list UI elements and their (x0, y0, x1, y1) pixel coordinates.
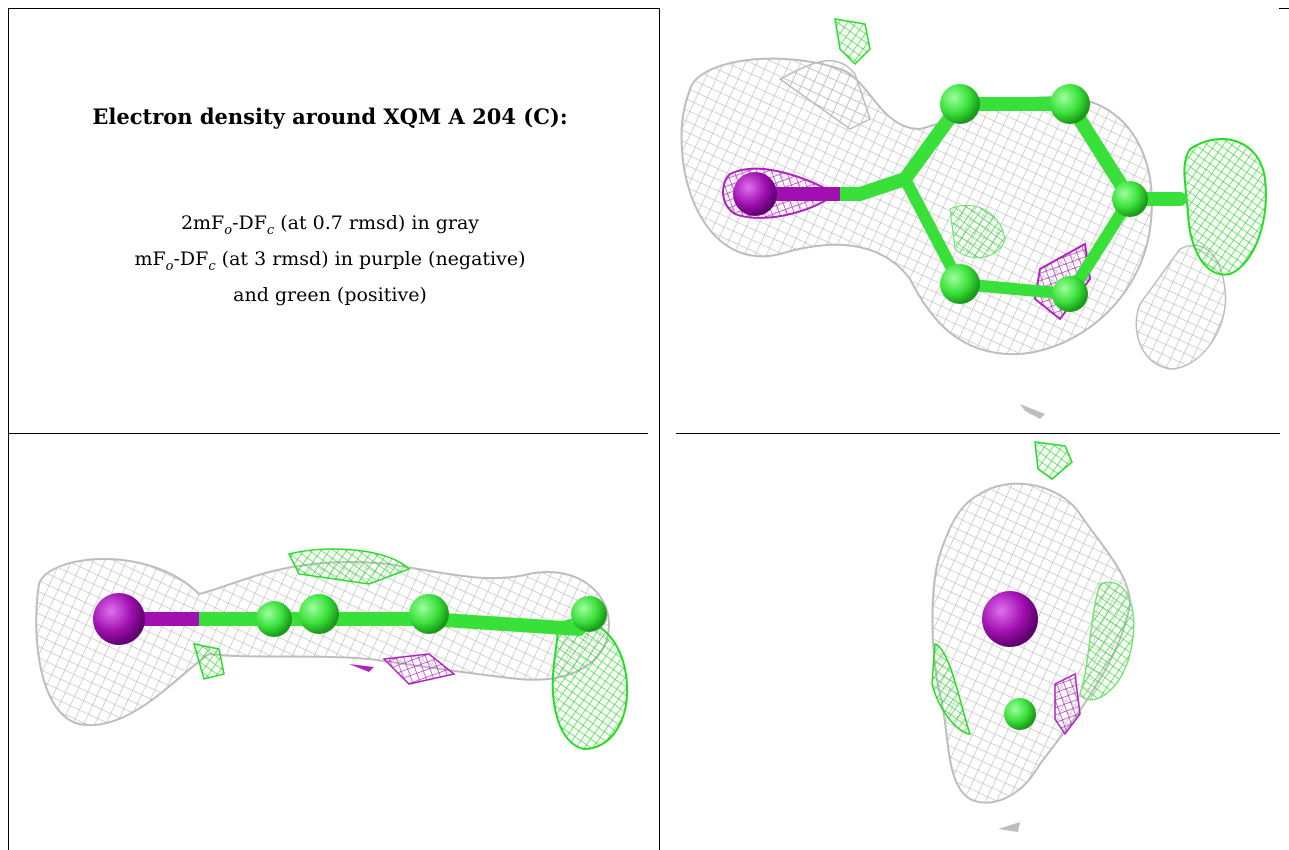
green-positive-mesh (931, 441, 1135, 735)
legend-1-suffix: (at 0.7 rmsd) in gray (274, 212, 480, 234)
carbon-atom (299, 594, 339, 634)
carbon-atom (409, 594, 449, 634)
legend-1-mid: -DF (232, 212, 267, 234)
legend-2-sub-c: c (208, 258, 216, 274)
carbon-atom (1004, 698, 1036, 730)
carbon-atom (256, 601, 292, 637)
top-border-right (1279, 8, 1289, 9)
gray-density-mesh (931, 482, 1132, 832)
density-view-bottom-left (35, 548, 629, 751)
heavy-atom (982, 591, 1038, 647)
carbon-atom (1112, 181, 1148, 217)
row-divider-left (8, 433, 648, 434)
legend-1-sub-c: c (266, 222, 275, 238)
density-view-bottom-right (931, 441, 1135, 832)
legend-1-sub-o: o (224, 222, 233, 238)
heavy-atom (93, 593, 145, 645)
legend-2-sub-o: o (165, 258, 174, 274)
left-border (8, 8, 9, 850)
purple-negative-mesh (349, 653, 456, 685)
legend-line-3: and green (positive) (233, 283, 427, 306)
center-divider (659, 8, 660, 850)
top-border-left (8, 8, 660, 9)
legend-2-suffix: (at 3 rmsd) in purple (negative) (215, 247, 526, 270)
carbon-atom (1052, 276, 1088, 312)
row-divider-right (676, 433, 1280, 434)
legend-2-prefix: mF (134, 247, 166, 270)
density-view-top-right (680, 18, 1267, 419)
figure-title: Electron density around XQM A 204 (C): (92, 104, 568, 129)
carbon-atom (1050, 84, 1090, 124)
carbon-atom (940, 84, 980, 124)
purple-negative-mesh (1054, 672, 1081, 736)
green-positive-mesh (192, 548, 629, 751)
figure-legend: 2mFo-DFc (at 0.7 rmsd) in gray mFo-DFc (… (9, 209, 659, 310)
legend-line-2: mFo-DFc (at 3 rmsd) in purple (negative) (9, 245, 659, 281)
caption-cell: Electron density around XQM A 204 (C): 2… (9, 9, 659, 433)
carbon-atom (940, 264, 980, 304)
ligand-model (982, 591, 1038, 730)
carbon-atom (571, 596, 607, 632)
legend-1-prefix: 2mF (180, 212, 225, 234)
ligand-model (93, 593, 607, 645)
green-positive-mesh (834, 18, 1267, 276)
heavy-atom (733, 172, 777, 216)
ligand-model (733, 84, 1187, 312)
legend-line-1: 2mFo-DFc (at 0.7 rmsd) in gray (9, 209, 659, 245)
legend-2-mid: -DF (173, 247, 209, 270)
